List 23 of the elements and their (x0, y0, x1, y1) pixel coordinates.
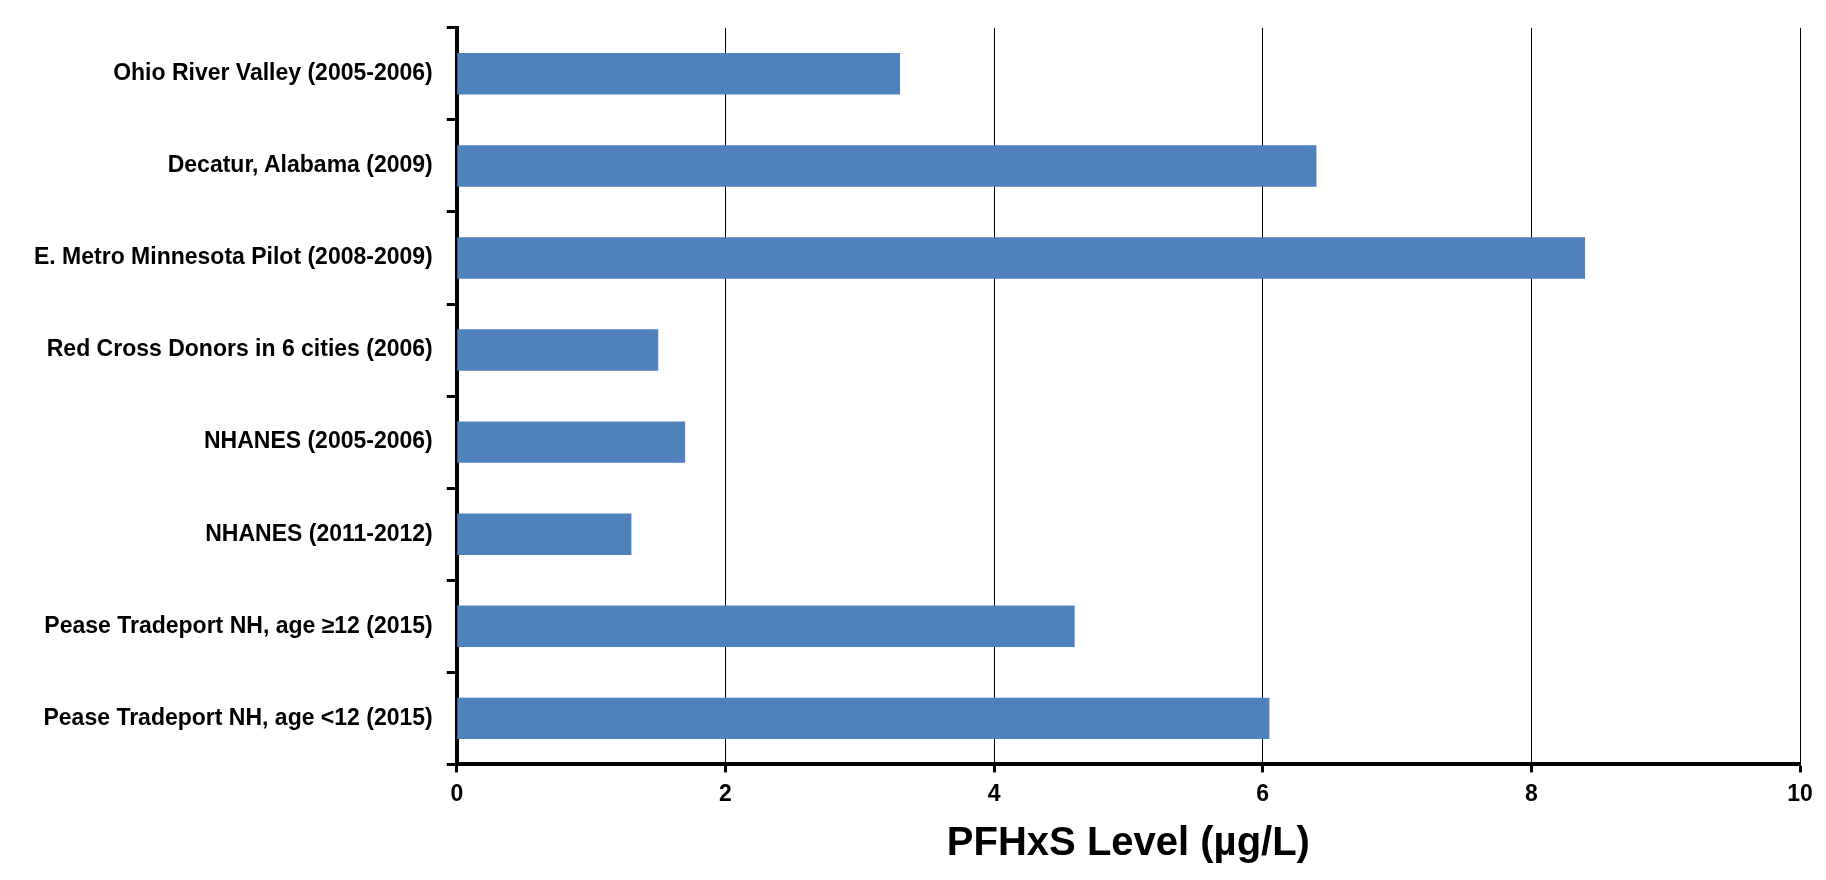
bar (457, 697, 1270, 740)
y-tick-label: Red Cross Donors in 6 cities (2006) (46, 335, 433, 362)
y-tick-label: E. Metro Minnesota Pilot (2008-2009) (33, 243, 433, 270)
x-tick-label: 8 (1524, 779, 1538, 806)
y-tick-label: NHANES (2011-2012) (205, 519, 433, 546)
x-tick-label: 10 (1787, 779, 1813, 806)
y-tick-label: Pease Tradeport NH, age <12 (2015) (43, 703, 433, 730)
x-tick-label: 2 (719, 779, 732, 806)
bar (457, 605, 1075, 647)
x-tick-label: 0 (450, 779, 464, 806)
y-tick-label: Ohio River Valley (2005-2006) (113, 59, 433, 86)
bar (457, 329, 659, 371)
x-tick-label: 6 (1256, 779, 1270, 806)
y-tick-label: Decatur, Alabama (2009) (167, 151, 433, 178)
x-tick-label: 4 (987, 779, 1001, 806)
bar (457, 513, 632, 555)
y-tick-label: NHANES (2005-2006) (203, 427, 433, 454)
bar (457, 145, 1317, 187)
y-tick-label: Pease Tradeport NH, age ≥12 (2015) (44, 611, 433, 638)
bar (457, 421, 686, 463)
bar (457, 53, 901, 95)
x-axis-title: PFHxS Level (µg/L) (946, 819, 1310, 864)
bar (457, 237, 1586, 279)
